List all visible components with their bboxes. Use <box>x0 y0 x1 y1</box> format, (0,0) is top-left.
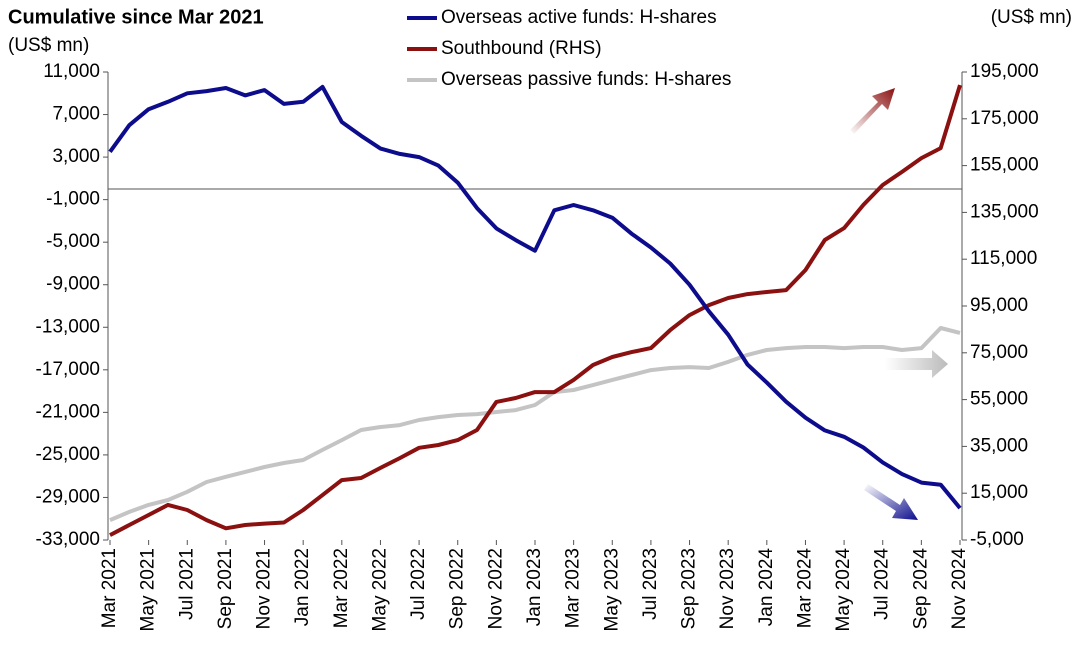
x-tick-label: Nov 2021 <box>254 548 275 629</box>
x-tick-label: Jan 2024 <box>756 548 777 627</box>
x-tick-label: Mar 2024 <box>794 548 815 629</box>
x-tick-label: Jul 2023 <box>640 548 661 620</box>
y2-tick-label: 55,000 <box>970 389 1028 410</box>
y2-tick-label: 135,000 <box>970 201 1039 222</box>
legend-label: Overseas active funds: H-shares <box>441 7 717 28</box>
y2-tick-label: -5,000 <box>970 529 1024 550</box>
y2-tick-label: 15,000 <box>970 482 1028 503</box>
x-tick-label: May 2022 <box>369 548 390 631</box>
series-line <box>108 84 962 510</box>
y2-tick-label: 35,000 <box>970 435 1028 456</box>
x-tick-label: May 2023 <box>601 548 622 631</box>
x-tick-label: Jan 2022 <box>292 548 313 626</box>
x-tick-label: May 2024 <box>833 548 854 632</box>
x-tick-label: Sep 2024 <box>910 548 931 630</box>
x-tick-label: Nov 2022 <box>485 548 506 629</box>
x-tick-label: May 2021 <box>138 548 159 631</box>
y-tick-label: -13,000 <box>36 316 100 337</box>
legend-label: Southbound (RHS) <box>441 38 602 59</box>
x-tick-label: Jul 2022 <box>408 548 429 620</box>
y-tick-label: 11,000 <box>43 61 100 82</box>
x-tick-label: Mar 2022 <box>331 548 352 628</box>
y-tick-label: -29,000 <box>36 486 100 507</box>
y-tick-label: -25,000 <box>36 444 100 465</box>
y2-axis-label: (US$ mn) <box>991 7 1072 28</box>
x-tick-label: Jan 2023 <box>524 548 545 626</box>
x-tick-label: Nov 2023 <box>717 548 738 629</box>
series-line <box>109 84 962 537</box>
legend-label: Overseas passive funds: H-shares <box>441 69 731 90</box>
y-tick-label: -33,000 <box>36 529 100 550</box>
y2-tick-label: 195,000 <box>970 61 1039 82</box>
y-tick-label: -5,000 <box>46 231 100 252</box>
y-tick-label: -9,000 <box>46 274 100 295</box>
y-tick-label: 7,000 <box>52 104 100 125</box>
x-tick-label: Jul 2021 <box>176 548 197 620</box>
x-tick-label: Sep 2022 <box>447 548 468 629</box>
y-tick-label: 3,000 <box>52 146 100 167</box>
chart-title: Cumulative since Mar 2021 <box>8 6 264 28</box>
x-tick-label: Sep 2021 <box>215 548 236 629</box>
x-tick-label: Nov 2024 <box>949 548 970 630</box>
y2-tick-label: 95,000 <box>970 295 1028 316</box>
y-tick-label: -1,000 <box>46 189 100 210</box>
y-tick-label: -21,000 <box>36 401 100 422</box>
y-axis-label: (US$ mn) <box>8 35 89 56</box>
x-tick-label: Mar 2023 <box>563 548 584 628</box>
y2-tick-label: 75,000 <box>970 342 1028 363</box>
y2-tick-label: 175,000 <box>970 108 1039 129</box>
y-tick-label: -17,000 <box>36 359 100 380</box>
trend-arrows <box>850 88 948 520</box>
y2-tick-label: 115,000 <box>970 248 1037 269</box>
x-tick-label: Sep 2023 <box>679 548 700 629</box>
x-tick-label: Jul 2024 <box>872 548 893 620</box>
y2-tick-label: 155,000 <box>970 155 1039 176</box>
x-tick-label: Mar 2021 <box>99 548 120 628</box>
series-line <box>109 326 961 522</box>
